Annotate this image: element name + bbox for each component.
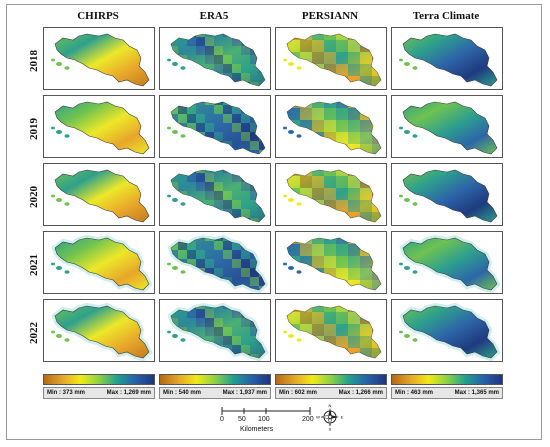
- north-arrow-icon: N E S W: [316, 403, 344, 432]
- legend-min-terra-climate: Min : 463 mm: [395, 390, 434, 396]
- north-label-w: W: [316, 415, 320, 420]
- legend-era5: Min : 540 mm Max : 1,937 mm: [159, 374, 271, 400]
- row-title-2019: 2019: [28, 118, 40, 140]
- scale-bar: 0 50 100 200 Kilometers: [218, 402, 338, 438]
- scale-tick-0: 0: [220, 416, 224, 423]
- legend-max-persiann: Max : 1,266 mm: [338, 390, 383, 396]
- column-title-persiann: PERSIANN: [301, 10, 359, 22]
- scale-unit: Kilometers: [240, 426, 274, 433]
- map-panel-era5-2018: [159, 27, 271, 90]
- map-panel-era5-2019: [159, 95, 271, 158]
- row-title-2021: 2021: [28, 254, 40, 276]
- column-title-terra-climate: Terra Climate: [412, 10, 480, 22]
- map-panel-terra-climate-2020: [391, 163, 503, 226]
- map-panel-terra-climate-2018: [391, 27, 503, 90]
- legend-max-terra-climate: Max : 1,365 mm: [454, 390, 499, 396]
- north-label-s: S: [329, 427, 332, 432]
- scale-bar-graphic: [221, 407, 311, 415]
- scale-tick-200: 200: [302, 416, 314, 423]
- column-title-chirps: CHIRPS: [77, 10, 119, 22]
- legend-max-chirps: Max : 1,269 mm: [106, 390, 151, 396]
- row-title-2020: 2020: [28, 186, 40, 208]
- colorbar-terra-climate: [391, 374, 503, 385]
- map-panel-terra-climate-2019: [391, 95, 503, 158]
- legend-chirps: Min : 373 mm Max : 1,269 mm: [43, 374, 155, 400]
- map-panel-persiann-2019: [275, 95, 387, 158]
- row-title-2022: 2022: [28, 322, 40, 344]
- column-title-era5: ERA5: [199, 10, 229, 22]
- legend-max-era5: Max : 1,937 mm: [222, 390, 267, 396]
- map-panel-persiann-2018: [275, 27, 387, 90]
- scale-tick-50: 50: [238, 416, 246, 423]
- map-panel-persiann-2021: [275, 231, 387, 294]
- legend-persiann: Min : 602 mm Max : 1,266 mm: [275, 374, 387, 400]
- map-panel-chirps-2019: [43, 95, 155, 158]
- legend-min-chirps: Min : 373 mm: [47, 390, 86, 396]
- map-panel-chirps-2020: [43, 163, 155, 226]
- map-panel-persiann-2022: [275, 299, 387, 362]
- map-panel-era5-2020: [159, 163, 271, 226]
- legend-terra-climate: Min : 463 mm Max : 1,365 mm: [391, 374, 503, 400]
- north-label-e: E: [341, 415, 344, 420]
- map-panel-era5-2021: [159, 231, 271, 294]
- colorbar-chirps: [43, 374, 155, 385]
- map-panel-terra-climate-2022: [391, 299, 503, 362]
- row-title-2018: 2018: [28, 50, 40, 72]
- map-panel-chirps-2022: [43, 299, 155, 362]
- map-panel-chirps-2021: [43, 231, 155, 294]
- legend-min-era5: Min : 540 mm: [163, 390, 202, 396]
- scale-tick-100: 100: [258, 416, 270, 423]
- legend-min-persiann: Min : 602 mm: [279, 390, 318, 396]
- colorbar-persiann: [275, 374, 387, 385]
- north-label-n: N: [329, 403, 332, 408]
- map-panel-persiann-2020: [275, 163, 387, 226]
- map-panel-terra-climate-2021: [391, 231, 503, 294]
- colorbar-era5: [159, 374, 271, 385]
- map-panel-chirps-2018: [43, 27, 155, 90]
- map-panel-era5-2022: [159, 299, 271, 362]
- figure-frame: [6, 4, 542, 440]
